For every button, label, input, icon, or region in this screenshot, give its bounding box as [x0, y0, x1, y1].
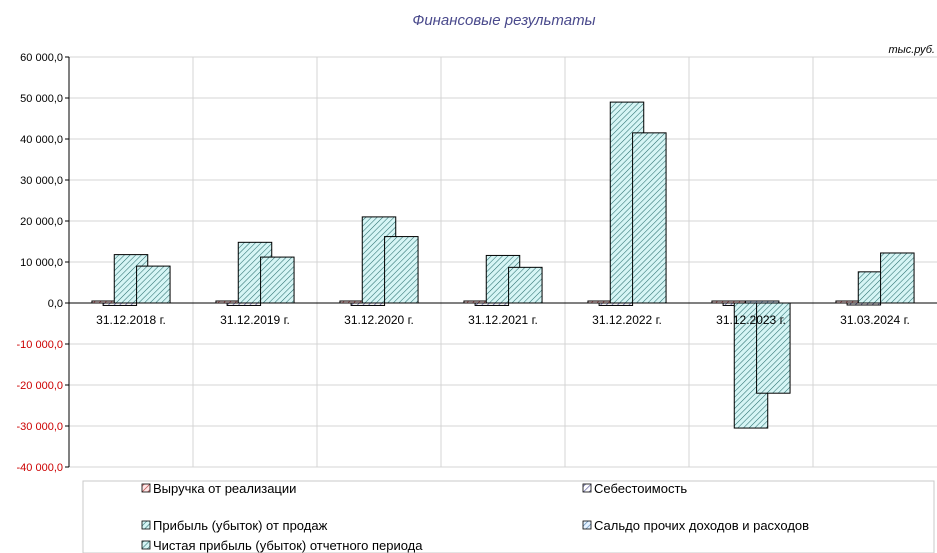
legend-swatch-other-balance — [582, 520, 592, 530]
bar-net-profit — [632, 132, 667, 304]
bar-series — [91, 101, 915, 429]
x-tick-label: 31.12.2022 г. — [592, 313, 662, 327]
bar-net-profit — [136, 265, 171, 304]
y-tick-label: 10 000,0 — [20, 257, 63, 269]
bar-net-profit — [508, 266, 543, 304]
legend-label-net-profit: Чистая прибыль (убыток) отчетного период… — [153, 538, 423, 553]
y-axis-tick-labels: -40 000,0 -30 000,0 -20 000,0 -10 000,0 0,0 1… — [17, 52, 69, 474]
bar-net-profit — [384, 236, 419, 304]
y-tick-label: 40 000,0 — [20, 134, 63, 146]
y-tick-label: 60 000,0 — [20, 52, 63, 64]
x-tick-label: 31.12.2021 г. — [468, 313, 538, 327]
x-axis-tick-labels: 31.12.2018 г. 31.12.2019 г. 31.12.2020 г. 3… — [96, 313, 910, 327]
legend: Выручка от реализации Себестоимость Приб… — [82, 480, 935, 553]
unit-label: тыс.руб. — [888, 44, 935, 56]
bar-net-profit — [880, 252, 915, 304]
legend-label-cost: Себестоимость — [594, 481, 687, 496]
x-tick-label: 31.12.2018 г. — [96, 313, 166, 327]
legend-label-other-balance: Сальдо прочих доходов и расходов — [594, 518, 809, 533]
legend-label-revenue: Выручка от реализации — [153, 481, 296, 496]
x-tick-label: 31.12.2023 г. — [716, 313, 786, 327]
chart-title: Финансовые результаты — [412, 12, 595, 29]
x-tick-label: 31.03.2024 г. — [840, 313, 910, 327]
legend-swatch-cost — [582, 483, 592, 493]
legend-swatch-net-profit — [141, 540, 151, 550]
legend-swatch-revenue — [141, 483, 151, 493]
y-tick-label: 50 000,0 — [20, 93, 63, 105]
y-tick-label: 20 000,0 — [20, 216, 63, 228]
y-tick-label: -30 000,0 — [17, 421, 63, 433]
bar-net-profit — [756, 302, 791, 394]
x-tick-label: 31.12.2020 г. — [344, 313, 414, 327]
y-tick-label: -10 000,0 — [17, 339, 63, 351]
legend-label-sales-profit: Прибыль (убыток) от продаж — [153, 518, 328, 533]
y-tick-label: 0,0 — [48, 298, 63, 310]
x-tick-label: 31.12.2019 г. — [220, 313, 290, 327]
y-tick-label: -20 000,0 — [17, 380, 63, 392]
legend-box — [82, 480, 935, 553]
y-tick-label: -40 000,0 — [17, 462, 63, 474]
y-tick-label: 30 000,0 — [20, 175, 63, 187]
legend-swatch-sales-profit — [141, 520, 151, 530]
bar-net-profit — [260, 256, 295, 304]
